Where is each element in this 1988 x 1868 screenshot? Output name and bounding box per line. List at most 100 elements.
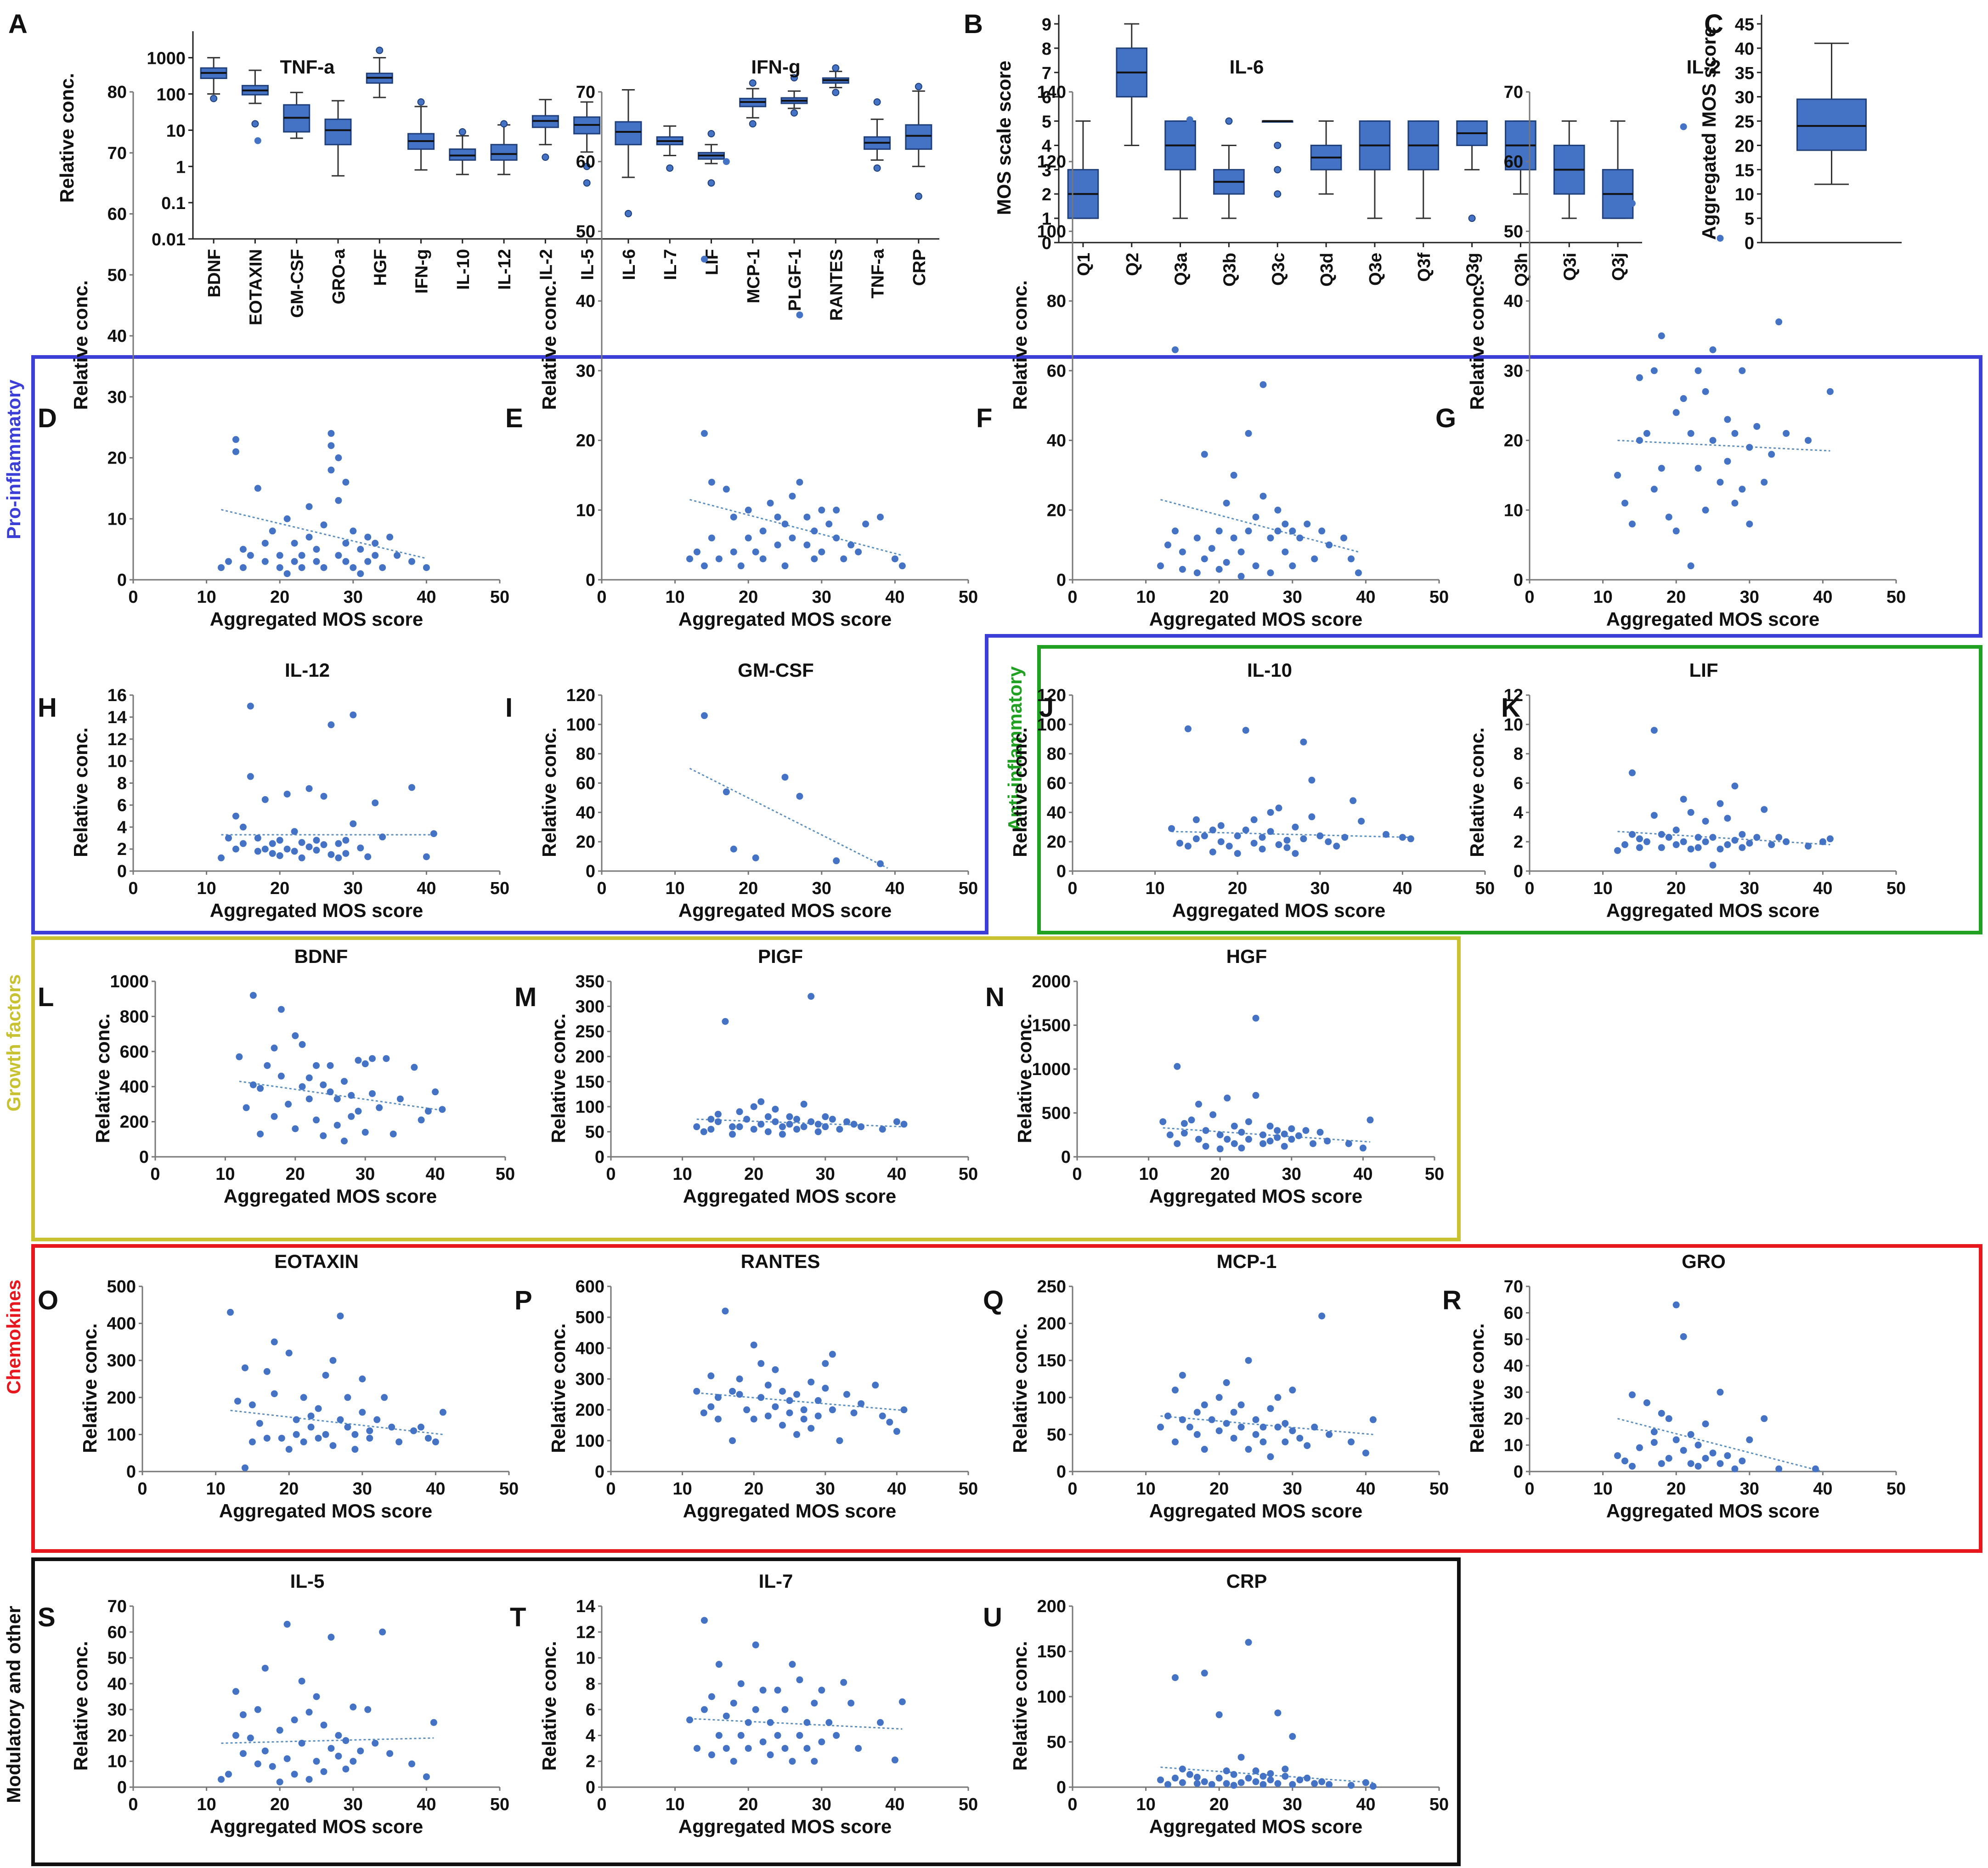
data-point — [714, 1110, 722, 1118]
panel-label: L — [38, 982, 54, 1012]
data-point — [313, 1116, 320, 1124]
data-point — [1252, 1416, 1259, 1423]
data-point — [1171, 527, 1179, 535]
y-tick-label: 250 — [1037, 1277, 1066, 1296]
outlier-point — [542, 153, 549, 161]
x-tick-label: 0 — [597, 879, 606, 898]
data-point — [305, 503, 313, 510]
y-tick-label: 600 — [576, 1277, 604, 1296]
data-point — [249, 1081, 257, 1088]
data-point — [1223, 1420, 1230, 1427]
data-point — [1316, 1129, 1324, 1136]
data-point — [1341, 834, 1349, 841]
data-point — [261, 845, 269, 853]
data-point — [715, 1732, 723, 1739]
data-point — [307, 1423, 315, 1431]
y-tick-label: 0 — [117, 862, 127, 881]
data-point — [351, 1431, 359, 1438]
data-point — [1347, 1782, 1355, 1789]
data-point — [757, 1394, 765, 1401]
y-axis-title: Relative conc. — [548, 1323, 569, 1453]
y-tick-label: 100 — [1037, 1687, 1066, 1707]
y-axis-title: Relative conc. — [538, 280, 560, 410]
y-tick-label: 200 — [576, 1401, 604, 1420]
data-point — [708, 479, 715, 486]
data-point — [328, 466, 335, 474]
data-point — [350, 527, 357, 535]
panel-T: T IL-7 0 2 4 6 8 10 12 14 0 10 20 30 40 50 Aggregated MO… — [510, 1570, 978, 1837]
data-point — [800, 1100, 808, 1108]
data-point — [423, 853, 430, 860]
y-tick-label: 0 — [1056, 1462, 1066, 1482]
data-point — [1193, 1409, 1201, 1416]
data-point — [1259, 1781, 1267, 1788]
data-point — [1282, 521, 1289, 528]
data-point — [847, 541, 855, 549]
y-tick-label: 0.1 — [161, 194, 186, 213]
data-point — [1702, 838, 1709, 845]
data-point — [277, 1006, 285, 1013]
data-point — [342, 837, 350, 844]
data-point — [350, 711, 357, 719]
chart-title: IL-7 — [759, 1570, 793, 1592]
data-point — [225, 558, 232, 565]
panel-label: E — [505, 403, 523, 433]
data-point — [1164, 1412, 1171, 1420]
data-point — [1724, 841, 1731, 849]
x-tick-label: 10 — [197, 879, 216, 898]
data-point — [379, 1628, 386, 1636]
data-point — [1309, 1140, 1316, 1147]
data-point — [1193, 1431, 1201, 1438]
data-point — [269, 527, 276, 535]
y-tick-label: 30 — [1735, 88, 1754, 108]
x-tick-label: 10 — [665, 879, 684, 898]
data-point — [1282, 548, 1289, 555]
data-point — [335, 497, 342, 504]
data-point — [833, 1732, 840, 1739]
x-tick-label: 10 — [1136, 588, 1155, 607]
x-axis-title: Aggregated MOS score — [1149, 1816, 1362, 1837]
data-point — [752, 548, 759, 555]
data-point — [1223, 1767, 1230, 1775]
x-tick-label: IL-7 — [661, 249, 680, 280]
data-point — [1171, 1387, 1179, 1394]
data-point — [411, 1064, 418, 1071]
outlier-point — [749, 79, 757, 87]
data-point — [1746, 444, 1753, 451]
data-point — [1186, 1423, 1193, 1431]
data-point — [329, 1442, 337, 1449]
data-point — [1208, 1416, 1215, 1423]
data-point — [386, 1750, 394, 1757]
data-point — [1672, 1301, 1680, 1308]
data-point — [1288, 1125, 1295, 1132]
data-point — [342, 558, 350, 565]
x-axis-title: Aggregated MOS score — [1149, 1500, 1362, 1522]
data-point — [1731, 782, 1739, 790]
data-point — [1201, 1670, 1208, 1677]
data-point — [247, 773, 254, 780]
trend-line — [1160, 1415, 1373, 1435]
trend-line — [1160, 1766, 1373, 1783]
data-point — [364, 558, 372, 565]
data-point — [1739, 486, 1746, 493]
data-point — [1195, 1100, 1203, 1108]
data-point — [1746, 1436, 1753, 1443]
data-point — [707, 1403, 715, 1410]
data-point — [786, 1397, 793, 1404]
data-point — [364, 533, 372, 541]
y-tick-label: 20 — [1504, 431, 1523, 451]
data-point — [1658, 844, 1665, 851]
data-point — [1216, 1131, 1224, 1138]
data-point — [1724, 458, 1731, 465]
data-point — [320, 1132, 327, 1139]
data-point — [276, 837, 283, 844]
data-point — [1223, 1780, 1230, 1787]
box-GRO-a: GRO-a — [324, 100, 352, 304]
y-tick-label: 400 — [120, 1077, 149, 1097]
y-tick-label: 0 — [1061, 1148, 1071, 1167]
data-point — [1717, 845, 1724, 853]
y-tick-label: 50 — [1504, 1330, 1523, 1349]
data-point — [249, 992, 257, 999]
panel-J: J IL-10 0 20 40 60 80 100 120 0 10 20 30 40 50 Aggregat… — [1009, 659, 1495, 921]
data-point — [1746, 839, 1753, 847]
